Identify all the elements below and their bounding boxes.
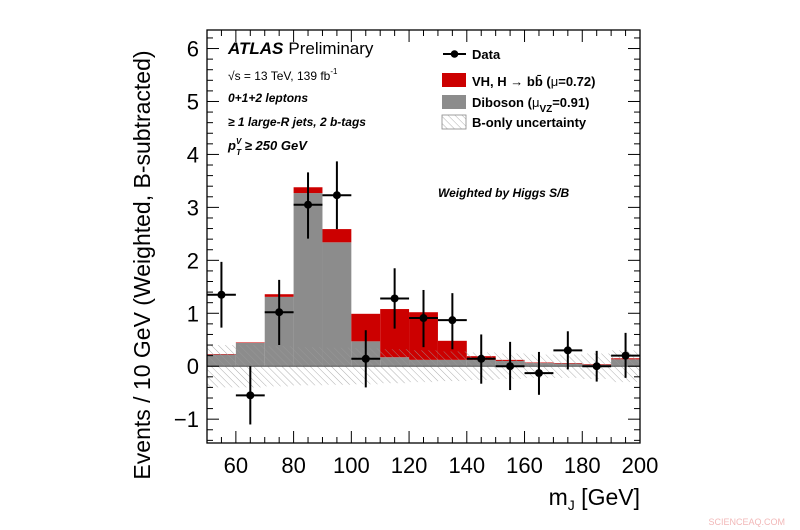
y-tick-label: 2 <box>187 248 199 273</box>
data-marker <box>246 391 255 400</box>
x-tick-label: 120 <box>391 453 428 478</box>
y-tick-label: 5 <box>187 89 199 114</box>
data-point <box>582 350 612 382</box>
y-tick-label: −1 <box>174 407 199 432</box>
svg-text:Diboson (μVZ=0.91): Diboson (μVZ=0.91) <box>472 95 589 115</box>
svg-text:VH, H → bb̄ (μ=0.72): VH, H → bb̄ (μ=0.72) <box>472 74 595 89</box>
data-marker <box>361 354 370 363</box>
data-marker <box>217 290 226 299</box>
data-point <box>495 341 525 391</box>
legend-entry-diboson: Diboson (μVZ=0.91) <box>442 95 589 115</box>
watermark: SCIENCEAQ.COM <box>708 517 785 527</box>
x-tick-label: 160 <box>506 453 543 478</box>
y-tick-label: 4 <box>187 142 199 167</box>
data-marker <box>419 314 428 323</box>
data-points <box>207 161 640 425</box>
data-point <box>264 279 294 346</box>
y-tick-label: 6 <box>187 37 199 62</box>
data-point <box>524 351 554 395</box>
data-point <box>322 161 352 230</box>
legend-entry-data: Data <box>443 47 501 62</box>
y-tick-label: 1 <box>187 301 199 326</box>
data-marker <box>477 354 486 363</box>
data-point <box>293 172 323 239</box>
x-tick-label: 180 <box>564 453 601 478</box>
atlas-label: ATLAS Preliminary <box>227 39 374 58</box>
signal-bar <box>322 229 352 243</box>
data-point <box>380 268 410 329</box>
data-point <box>437 293 467 350</box>
y-tick-label: 0 <box>187 354 199 379</box>
data-point <box>466 334 496 384</box>
x-tick-label: 200 <box>622 453 659 478</box>
data-point <box>553 331 583 370</box>
x-tick-label: 60 <box>224 453 248 478</box>
jets-label: ≥ 1 large-R jets, 2 b-tags <box>228 115 366 129</box>
diboson-bar <box>322 242 352 367</box>
data-marker <box>534 369 543 378</box>
annotations: ATLAS Preliminary √s = 13 TeV, 139 fb-1 0… <box>227 39 569 200</box>
data-point <box>207 261 236 328</box>
legend: Data VH, H → bb̄ (μ=0.72) Diboson (μVZ=0… <box>441 47 595 130</box>
x-axis-label: mJ [GeV] <box>549 484 640 513</box>
y-tick-label: 3 <box>187 195 199 220</box>
data-marker <box>275 308 284 317</box>
data-marker <box>621 351 630 360</box>
data-marker <box>332 191 341 200</box>
data-marker <box>506 362 515 371</box>
data-marker <box>563 346 572 355</box>
legend-entry-uncertainty: B-only uncertainty <box>441 114 587 130</box>
y-axis-label: Events / 10 GeV (Weighted, B-subtracted) <box>129 50 155 479</box>
data-marker <box>390 294 399 303</box>
x-tick-label: 100 <box>333 453 370 478</box>
data-point <box>409 289 438 348</box>
data-marker <box>592 362 601 371</box>
data-marker <box>448 316 457 325</box>
x-tick-label: 80 <box>281 453 305 478</box>
tick-labels: 60 80 100 120 140 160 180 200 −1 0 1 2 3 4 5 6 <box>174 37 658 478</box>
svg-text:B-only uncertainty: B-only uncertainty <box>472 115 587 130</box>
data-marker <box>304 200 313 209</box>
leptons-label: 0+1+2 leptons <box>228 91 308 105</box>
svg-text:Data: Data <box>472 47 501 62</box>
data-point <box>235 366 265 425</box>
ptv-label: pV T ≥ 250 GeV <box>227 137 308 157</box>
axis-ticks <box>206 30 641 443</box>
signal-bar <box>235 342 265 343</box>
data-point <box>351 330 381 388</box>
weighted-label: Weighted by Higgs S/B <box>438 186 569 200</box>
x-tick-label: 140 <box>448 453 485 478</box>
energy-label: √s = 13 TeV, 139 fb-1 <box>228 67 338 83</box>
legend-entry-signal: VH, H → bb̄ (μ=0.72) <box>442 73 595 89</box>
